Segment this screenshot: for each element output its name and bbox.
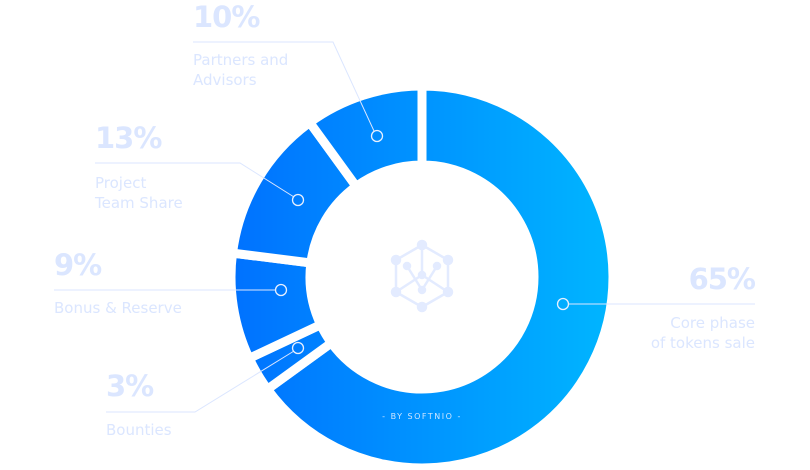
value-label-core: 65%: [688, 262, 756, 296]
marker-bounties: [291, 341, 305, 355]
hexagon-cube-network-icon: [390, 239, 454, 313]
value-label-bounties: 3%: [106, 369, 154, 403]
marker-core: [556, 297, 570, 311]
slice-partners: [303, 81, 427, 193]
slice-core: [261, 81, 618, 470]
value-label-partners: 10%: [193, 0, 260, 34]
slice-label-bonus: Bonus & Reserve: [54, 299, 182, 317]
slice-label-project-team: Project Team Share: [95, 174, 183, 212]
leader-line-partners: [193, 41, 375, 132]
leader-line-bounties: [106, 350, 295, 413]
marker-partners: [370, 129, 384, 143]
value-label-project-team: 13%: [95, 121, 162, 155]
credit-text: - BY SOFTNIO -: [382, 412, 462, 421]
marker-project-team: [291, 193, 305, 207]
slice-label-partners: Partners and Advisors: [193, 51, 289, 89]
slice-label-bounties: Bounties: [106, 421, 172, 439]
leader-line-project-team: [95, 162, 295, 198]
marker-bonus: [274, 283, 288, 297]
slice-label-core: Core phase of tokens sale: [650, 314, 755, 352]
value-label-bonus: 9%: [54, 248, 102, 282]
